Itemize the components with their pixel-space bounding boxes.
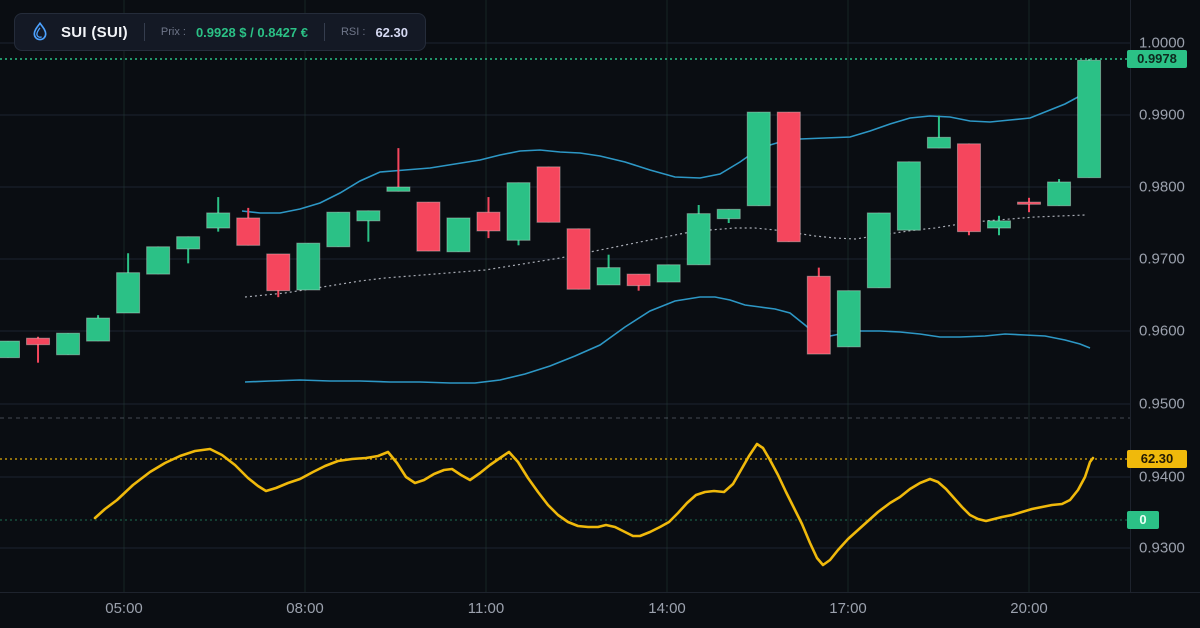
symbol-title: SUI (SUI) <box>61 23 128 41</box>
time-axis-label: 11:00 <box>467 600 505 617</box>
price-axis-label: 0.9800 <box>1139 178 1185 196</box>
candle-body <box>296 242 321 291</box>
candle-body <box>146 246 171 275</box>
candle-body <box>86 317 111 342</box>
candle-body <box>1077 59 1102 179</box>
candle-body <box>446 217 471 253</box>
candle-body <box>896 161 921 231</box>
candle-body <box>926 136 951 149</box>
candle-body <box>686 213 711 266</box>
candle-body <box>836 290 861 348</box>
time-axis-label: 20:00 <box>1010 600 1048 617</box>
candle-body <box>986 220 1011 229</box>
time-axis-label: 17:00 <box>829 600 867 617</box>
sui-logo-icon <box>29 21 51 43</box>
symbol-header-panel: SUI (SUI) Prix : 0.9928 $ / 0.8427 € RSI… <box>14 13 426 51</box>
bollinger-upper-band <box>241 92 1088 214</box>
candle-body <box>656 264 681 283</box>
price-label: Prix : <box>160 26 186 38</box>
header-divider <box>143 23 145 41</box>
candle-body <box>116 272 141 314</box>
price-axis-label: 0.9900 <box>1139 106 1185 124</box>
candle-body <box>386 186 411 192</box>
candle-body <box>596 267 621 286</box>
candle-body <box>806 275 831 355</box>
price-axis-label: 0.9400 <box>1139 468 1185 486</box>
price-value: 0.9928 $ / 0.8427 € <box>195 24 308 40</box>
candle-body <box>626 273 651 287</box>
candle-body <box>476 211 501 232</box>
time-axis-border <box>0 592 1200 593</box>
time-axis-label: 05:00 <box>105 600 143 617</box>
candle-body <box>1017 201 1042 205</box>
candle-body <box>266 253 291 292</box>
candle-body <box>506 182 531 241</box>
price-rsi-chart[interactable] <box>0 0 1130 592</box>
candle-body <box>176 236 201 250</box>
candle-body <box>566 228 591 290</box>
candle-body <box>956 143 981 233</box>
candle-body <box>776 111 801 243</box>
candle-body <box>0 340 20 359</box>
zero-level-badge: 0 <box>1127 511 1159 529</box>
bollinger-lower-band <box>244 296 1091 384</box>
candle-body <box>356 210 381 222</box>
price-axis-label: 0.9500 <box>1139 395 1185 413</box>
candle-body <box>326 211 351 248</box>
candle-body <box>746 111 771 207</box>
price-axis-label: 0.9600 <box>1139 322 1185 340</box>
price-axis-label: 0.9300 <box>1139 539 1185 557</box>
current-price-badge: 0.9978 <box>1127 50 1187 68</box>
candle-body <box>26 337 51 346</box>
candle-body <box>716 208 741 220</box>
bollinger-middle-band <box>244 214 1086 298</box>
candle-body <box>536 166 561 223</box>
price-axis-label: 1.0000 <box>1139 34 1185 52</box>
candle-body <box>416 201 441 252</box>
header-divider <box>323 23 325 41</box>
rsi-line <box>93 442 1095 567</box>
candle-body <box>206 212 231 229</box>
candle-body <box>236 217 261 246</box>
rsi-label: RSI : <box>340 26 366 38</box>
candle-body <box>866 212 891 289</box>
candle-body <box>56 332 81 356</box>
price-axis-label: 0.9700 <box>1139 250 1185 268</box>
time-axis-label: 08:00 <box>286 600 324 617</box>
price-axis-border <box>1130 0 1131 592</box>
candle-body <box>1047 181 1072 207</box>
rsi-value-badge: 62.30 <box>1127 450 1187 468</box>
time-axis-label: 14:00 <box>648 600 686 617</box>
rsi-value: 62.30 <box>375 24 408 40</box>
